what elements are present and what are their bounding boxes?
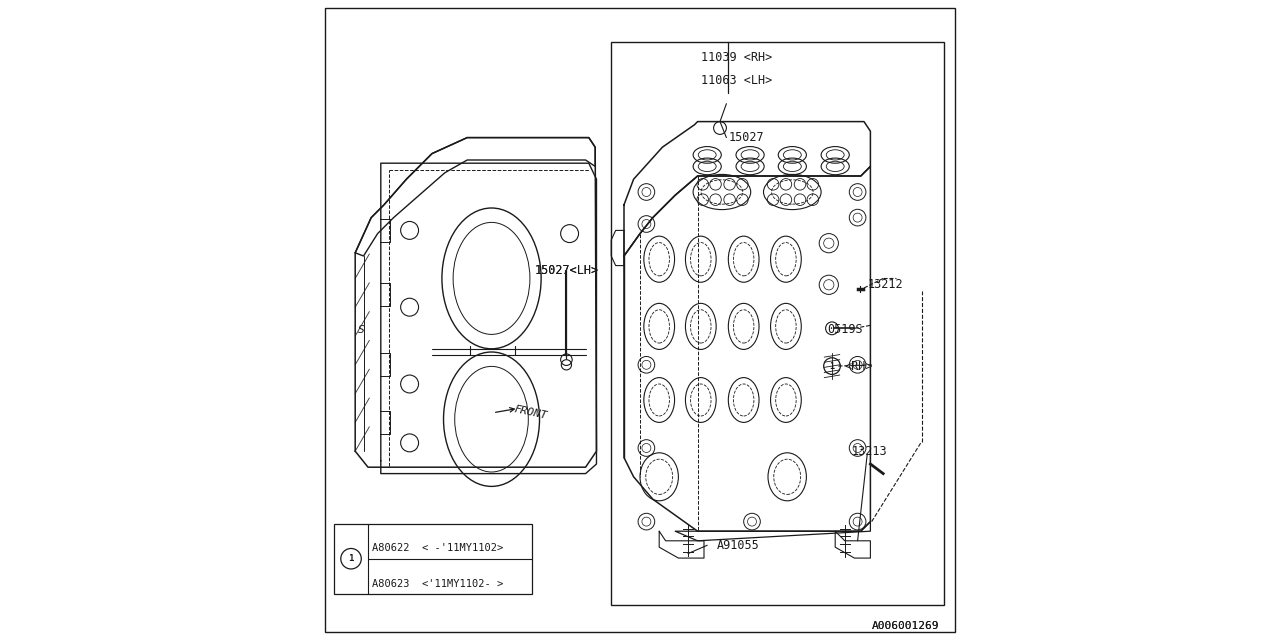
Bar: [334, 524, 532, 594]
Text: A91055: A91055: [717, 539, 759, 552]
Text: 0519S: 0519S: [828, 323, 863, 336]
Text: 13212: 13212: [868, 278, 902, 291]
Text: 13213: 13213: [851, 445, 887, 458]
Text: S: S: [358, 324, 365, 335]
Text: 15027<LH>: 15027<LH>: [535, 264, 599, 276]
Text: A006001269: A006001269: [872, 621, 940, 631]
Text: <RH>: <RH>: [845, 360, 873, 373]
Text: 1: 1: [348, 554, 353, 563]
Text: FRONT: FRONT: [513, 404, 548, 421]
Text: A80622  < -'11MY1102>: A80622 < -'11MY1102>: [372, 543, 504, 554]
Text: 15027: 15027: [728, 131, 764, 144]
Bar: [612, 42, 945, 605]
Text: A006001269: A006001269: [872, 621, 940, 631]
Text: 11063 <LH>: 11063 <LH>: [701, 74, 772, 86]
Text: 11039 <RH>: 11039 <RH>: [701, 51, 772, 64]
Text: A80623  <'11MY1102- >: A80623 <'11MY1102- >: [372, 579, 504, 589]
Text: 15027<LH>: 15027<LH>: [535, 264, 599, 276]
Text: 1: 1: [829, 362, 835, 371]
